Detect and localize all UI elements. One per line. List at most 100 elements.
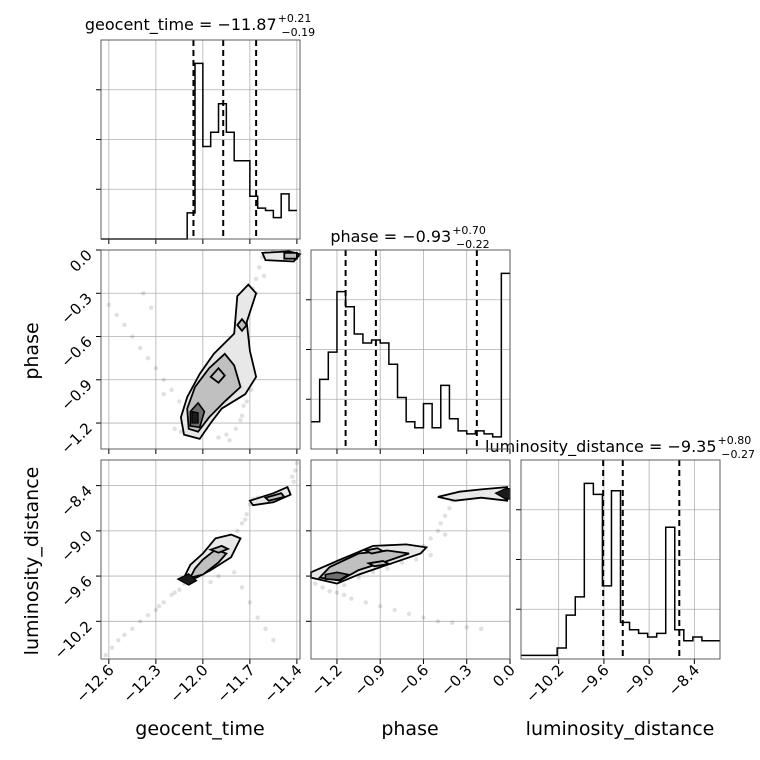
- contour-level-4: [176, 573, 198, 586]
- sample-point: [161, 600, 166, 605]
- sample-point: [153, 607, 159, 613]
- sample-point: [435, 619, 441, 624]
- sample-point: [177, 587, 182, 592]
- histogram-luminosity_distance: [521, 482, 720, 657]
- x-tick-label-luminosity_distance: −8.4: [665, 661, 703, 699]
- sample-point: [442, 532, 448, 537]
- title-geocent-time: geocent_time = −11.87+0.21 −0.19: [85, 12, 315, 39]
- sample-point: [406, 611, 412, 616]
- y-tick-label-phase: −1.2: [57, 419, 95, 457]
- sample-point: [242, 517, 248, 522]
- sample-point: [238, 417, 243, 423]
- sample-point: [438, 521, 443, 526]
- sample-point: [244, 512, 249, 517]
- sample-point: [227, 438, 232, 443]
- x-tick-label-phase: −1.2: [307, 661, 345, 699]
- panel-frame-phase-luminosity_distance: [310, 459, 511, 660]
- sample-point: [239, 585, 245, 590]
- sample-point: [161, 377, 166, 382]
- sample-point: [334, 590, 340, 595]
- sample-point: [148, 305, 154, 310]
- sample-point: [392, 607, 397, 613]
- sample-point: [320, 585, 325, 590]
- sample-point: [263, 626, 268, 632]
- y-tick-label-phase: −0.3: [57, 289, 95, 327]
- sample-point: [327, 588, 332, 594]
- sample-point: [291, 479, 296, 485]
- y-tick-label-phase: −0.6: [57, 333, 95, 371]
- x-tick-label-geocent_time: −12.3: [119, 661, 164, 706]
- pair-panel-geocent_time-phase: [106, 249, 302, 443]
- sample-point: [370, 570, 376, 575]
- sample-point: [216, 573, 221, 579]
- sample-point: [313, 581, 318, 586]
- sample-point: [271, 637, 276, 643]
- panel-frame-diag-geocent_time: [100, 39, 301, 240]
- panel-frame-diag-luminosity_distance: [520, 459, 721, 660]
- sample-point: [177, 399, 182, 404]
- sample-point: [172, 590, 177, 595]
- title-phase: phase = −0.93+0.70 −0.22: [330, 224, 489, 251]
- ylabel-luminosity-distance: luminosity_distance: [21, 467, 43, 656]
- x-tick-label-luminosity_distance: −9.6: [574, 661, 612, 699]
- sample-point: [253, 276, 259, 282]
- sample-point: [137, 345, 143, 351]
- x-tick-label-geocent_time: −12.0: [166, 661, 211, 706]
- y-tick-label-luminosity_distance: −9.0: [57, 527, 95, 565]
- sample-point: [178, 429, 184, 434]
- x-tick-label-geocent_time: −12.6: [72, 661, 117, 706]
- sample-point: [349, 596, 354, 601]
- sample-point: [239, 521, 245, 526]
- panel-frame-geocent_time-luminosity_distance: [100, 459, 301, 660]
- sample-point: [208, 579, 213, 585]
- sample-point: [156, 604, 162, 609]
- xlabel-luminosity-distance: luminosity_distance: [526, 718, 715, 740]
- x-tick-label-geocent_time: −11.4: [260, 661, 305, 706]
- sample-point: [428, 552, 433, 558]
- panel-frame-diag-phase: [310, 249, 511, 450]
- xlabel-phase: phase: [381, 718, 438, 740]
- sample-point: [169, 592, 174, 598]
- sample-point: [261, 273, 267, 279]
- sample-point: [378, 604, 383, 609]
- contour-level-2: [365, 560, 392, 568]
- sample-point: [153, 366, 159, 371]
- sample-point: [109, 645, 115, 650]
- sample-point: [294, 460, 300, 466]
- y-tick-label-luminosity_distance: −9.6: [57, 572, 95, 610]
- y-tick-label-luminosity_distance: −10.2: [51, 617, 96, 662]
- sample-point: [141, 291, 146, 296]
- sample-point: [233, 426, 238, 432]
- contour-level-3: [324, 571, 351, 581]
- x-tick-label-luminosity_distance: −9.0: [619, 661, 657, 699]
- contour-level-2: [283, 251, 298, 260]
- contour-level-2: [208, 544, 231, 554]
- sample-point: [464, 625, 469, 630]
- x-tick-label-phase: −0.6: [394, 661, 432, 699]
- sample-point: [241, 403, 246, 408]
- x-tick-label-phase: 0.0: [489, 661, 519, 691]
- sample-point: [255, 615, 260, 620]
- sample-point: [161, 392, 166, 397]
- sample-point: [293, 468, 298, 473]
- y-tick-label-luminosity_distance: −8.4: [57, 482, 95, 520]
- sample-point: [169, 387, 174, 393]
- pair-panel-geocent_time-luminosity_distance: [103, 460, 300, 658]
- sample-point: [399, 560, 405, 565]
- contour-level-4: [191, 410, 199, 424]
- x-tick-label-phase: −0.9: [351, 661, 389, 699]
- sample-point: [106, 302, 112, 307]
- x-tick-label-phase: −0.3: [437, 661, 475, 699]
- y-tick-label-phase: −0.9: [57, 376, 95, 414]
- sample-point: [257, 265, 262, 270]
- contour-level-2: [209, 366, 226, 384]
- sample-point: [428, 536, 433, 541]
- sample-point: [116, 637, 121, 643]
- xlabel-geocent-time: geocent_time: [135, 718, 264, 740]
- x-tick-label-luminosity_distance: −10.2: [522, 661, 567, 706]
- sample-point: [341, 582, 347, 588]
- sample-point: [172, 426, 177, 432]
- sample-point: [130, 626, 135, 632]
- sample-point: [442, 513, 448, 518]
